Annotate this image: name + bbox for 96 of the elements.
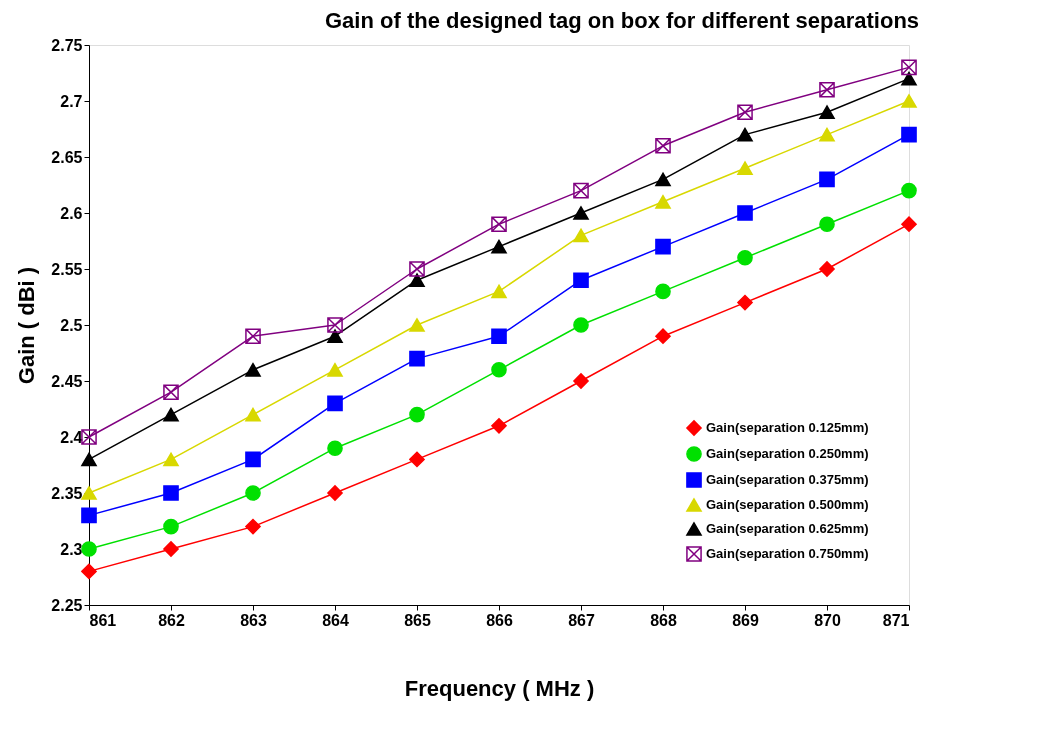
point — [409, 406, 425, 423]
legend-label: Gain(separation 0.125mm) — [706, 420, 869, 435]
point — [327, 395, 343, 412]
point — [655, 194, 671, 209]
x-tick-label: 862 — [158, 611, 185, 629]
point — [245, 518, 261, 535]
point — [245, 485, 261, 501]
x-tick-label: 869 — [732, 611, 759, 629]
legend-label: Gain(separation 0.375mm) — [706, 472, 869, 487]
y-tick-label: 2.65 — [51, 148, 83, 166]
point — [737, 249, 753, 266]
point — [573, 206, 589, 220]
chart-title: Gain of the designed tag on box for different separations — [325, 8, 920, 33]
x-tick-label: 865 — [404, 611, 431, 629]
x-tick-label: 871 — [882, 611, 910, 629]
point — [819, 216, 835, 233]
x-tick-label: 861 — [89, 611, 117, 629]
point — [573, 373, 589, 389]
point — [901, 71, 917, 86]
point — [491, 361, 507, 378]
point — [409, 273, 425, 288]
point — [737, 161, 753, 176]
point — [491, 417, 507, 434]
point — [163, 518, 179, 535]
legend-label: Gain(separation 0.750mm) — [706, 546, 869, 561]
point — [573, 182, 589, 199]
point — [737, 104, 753, 121]
legend-label: Gain(separation 0.500mm) — [706, 497, 869, 512]
point — [245, 407, 261, 422]
legend-label: Gain(separation 0.625mm) — [706, 521, 869, 536]
point — [163, 541, 179, 557]
point — [81, 429, 97, 445]
point — [491, 239, 507, 254]
point — [409, 451, 425, 468]
point — [737, 127, 753, 142]
point — [327, 317, 343, 333]
point — [901, 216, 917, 233]
y-tick-label: 2.5 — [60, 316, 83, 334]
point — [327, 485, 343, 501]
point — [901, 182, 917, 199]
point — [81, 507, 97, 524]
point — [573, 228, 589, 243]
point — [327, 362, 343, 377]
point — [655, 283, 671, 300]
x-tick-label: 866 — [486, 611, 513, 629]
y-tick-label: 2.75 — [51, 36, 83, 54]
x-tick-label: 870 — [814, 611, 841, 629]
point — [819, 81, 835, 98]
y-tick-label: 2.6 — [60, 204, 83, 222]
x-tick-label: 867 — [568, 611, 595, 629]
point — [491, 216, 507, 233]
point — [655, 172, 671, 187]
point — [163, 485, 179, 501]
point — [163, 407, 179, 422]
point — [819, 261, 835, 277]
point — [819, 171, 835, 188]
point — [901, 94, 917, 108]
point — [163, 384, 179, 401]
point — [81, 541, 97, 557]
y-tick-label: 2.55 — [51, 260, 83, 278]
point — [901, 126, 917, 143]
point — [81, 452, 97, 467]
x-tick-label: 864 — [322, 611, 349, 629]
point — [245, 328, 261, 345]
point — [81, 563, 97, 580]
point — [409, 261, 425, 277]
y-tick-label: 2.45 — [51, 372, 83, 390]
point — [245, 362, 261, 377]
y-tick-label: 2.3 — [60, 540, 83, 558]
point — [491, 284, 507, 299]
point — [655, 238, 671, 255]
legend-label: Gain(separation 0.250mm) — [706, 446, 869, 461]
point — [655, 137, 671, 154]
y-tick-label: 2.35 — [51, 484, 83, 502]
point — [901, 59, 917, 76]
point — [573, 272, 589, 289]
x-tick-label: 863 — [240, 611, 267, 629]
x-tick-label: 868 — [650, 611, 677, 629]
point — [327, 440, 343, 457]
point — [819, 127, 835, 142]
y-axis-title: Gain ( dBi ) — [14, 266, 40, 385]
y-tick-label: 2.7 — [60, 92, 83, 110]
point — [737, 294, 753, 311]
point — [163, 452, 179, 467]
point — [81, 486, 97, 500]
point — [655, 328, 671, 345]
point — [245, 451, 261, 468]
x-axis-title: Frequency ( MHz ) — [404, 675, 595, 701]
point — [327, 329, 343, 344]
point — [737, 205, 753, 221]
point — [409, 318, 425, 332]
y-tick-label: 2.25 — [51, 596, 83, 614]
point — [819, 105, 835, 120]
point — [409, 350, 425, 367]
point — [491, 328, 507, 345]
point — [573, 317, 589, 333]
